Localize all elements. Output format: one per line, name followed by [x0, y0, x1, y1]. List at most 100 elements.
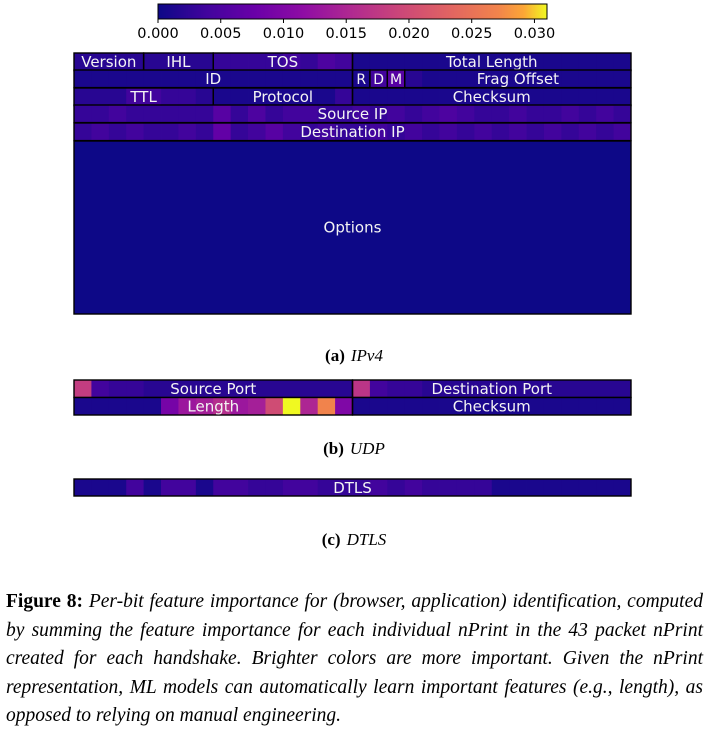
heatmap-cell	[456, 479, 475, 496]
heatmap-cell	[509, 380, 527, 398]
heatmap-cell	[526, 53, 545, 71]
heatmap-cell	[543, 397, 562, 415]
heatmap-cell	[282, 397, 301, 415]
heatmap-cell	[317, 70, 336, 88]
heatmap-cell	[91, 88, 110, 106]
heatmap-cell	[126, 88, 145, 106]
heatmap-cell	[404, 397, 423, 415]
heatmap-cell	[352, 479, 371, 496]
heatmap-cell	[195, 105, 214, 123]
heatmap-cell	[561, 380, 580, 398]
heatmap-cell	[74, 88, 92, 106]
heatmap-cell	[543, 123, 562, 141]
heatmap-cell	[108, 380, 127, 398]
heatmap-cell	[248, 88, 266, 106]
heatmap-cell	[161, 380, 179, 398]
heatmap-cell	[422, 105, 440, 123]
field-label-destination-ip: Destination IP	[300, 123, 404, 141]
heatmap-cell	[248, 397, 266, 415]
heatmap-cell	[213, 88, 232, 106]
heatmap-cell	[491, 53, 510, 71]
heatmap-cell	[387, 105, 406, 123]
heatmap-cell	[143, 70, 162, 88]
heatmap-cell	[578, 105, 597, 123]
heatmap-cell	[387, 53, 406, 71]
heatmap-cell	[543, 380, 562, 398]
heatmap-cell	[474, 105, 493, 123]
heatmap-cell	[387, 123, 406, 141]
heatmap-cell	[213, 105, 232, 123]
heatmap-cell	[178, 479, 197, 496]
heatmap-cell	[474, 53, 493, 71]
heatmap-cell	[509, 479, 527, 496]
heatmap-cell	[578, 70, 597, 88]
heatmap-cell	[161, 397, 179, 415]
heatmap-cell	[300, 105, 319, 123]
heatmap-cell	[265, 123, 284, 141]
heatmap-cell	[335, 123, 353, 141]
heatmap-cell	[178, 105, 197, 123]
field-label-checksum: Checksum	[453, 398, 531, 416]
heatmap-cell	[335, 479, 353, 496]
heatmap-cell	[126, 123, 145, 141]
heatmap-cell	[509, 123, 527, 141]
heatmap-cell	[387, 479, 406, 496]
heatmap-cell	[526, 397, 545, 415]
heatmap-cell	[248, 53, 266, 71]
heatmap-cell	[248, 479, 266, 496]
heatmap-cell	[230, 88, 249, 106]
heatmap-cell	[509, 397, 527, 415]
heatmap-cell	[474, 380, 493, 398]
heatmap-cell	[143, 380, 162, 398]
field-label-version: Version	[81, 53, 136, 71]
heatmap-cell	[300, 479, 319, 496]
colorbar-tick-label: 0.000	[137, 26, 179, 42]
heatmap-cell	[335, 70, 353, 88]
heatmap-cell	[404, 479, 423, 496]
heatmap-cell	[596, 70, 614, 88]
subcaption-ipv4: (a) IPv4	[325, 346, 383, 365]
heatmap-cell	[178, 380, 197, 398]
heatmap-cell	[213, 123, 232, 141]
heatmap-cell	[352, 397, 371, 415]
heatmap-cell	[108, 123, 127, 141]
heatmap-cell	[561, 479, 580, 496]
heatmap-cell	[265, 88, 284, 106]
heatmap-cell	[161, 70, 179, 88]
colorbar-gradient	[157, 3, 548, 20]
field-label-frag-offset: Frag Offset	[477, 70, 559, 88]
colorbar-tick-label: 0.010	[263, 26, 305, 42]
heatmap-cell	[456, 105, 475, 123]
heatmap-cell	[143, 397, 162, 415]
heatmap-cell	[195, 380, 214, 398]
heatmap-cell	[74, 105, 92, 123]
heatmap-cell	[74, 53, 92, 71]
heatmap-cell	[317, 105, 336, 123]
heatmap-cell	[491, 397, 510, 415]
heatmap-cell	[91, 397, 110, 415]
heatmap-cell	[596, 53, 614, 71]
heatmap-cell	[335, 380, 353, 398]
heatmap-cell	[265, 397, 284, 415]
heatmap-cell	[439, 53, 458, 71]
heatmap-cell	[352, 123, 371, 141]
field-label-total-length: Total Length	[445, 53, 538, 71]
heatmap-cell	[439, 105, 458, 123]
figure-caption-text: Per-bit feature importance for (browser,…	[6, 591, 703, 727]
options-block	[73, 140, 632, 315]
heatmap-cell	[404, 88, 423, 106]
heatmap-cell	[369, 105, 388, 123]
colorbar-tick-label: 0.015	[325, 26, 367, 42]
heatmap-cell	[335, 88, 353, 106]
field-label-m: M	[390, 72, 402, 88]
heatmap-cell	[126, 105, 145, 123]
heatmap-cell	[282, 380, 301, 398]
heatmap-cell	[456, 123, 475, 141]
field-label-length: Length	[187, 398, 239, 416]
heatmap-cell	[578, 479, 597, 496]
heatmap-cell	[317, 53, 336, 71]
heatmap-cell	[596, 479, 614, 496]
heatmap-cell	[439, 397, 458, 415]
figure-caption: Figure 8: Per-bit feature importance for…	[6, 588, 703, 731]
heatmap-cell	[195, 88, 214, 106]
